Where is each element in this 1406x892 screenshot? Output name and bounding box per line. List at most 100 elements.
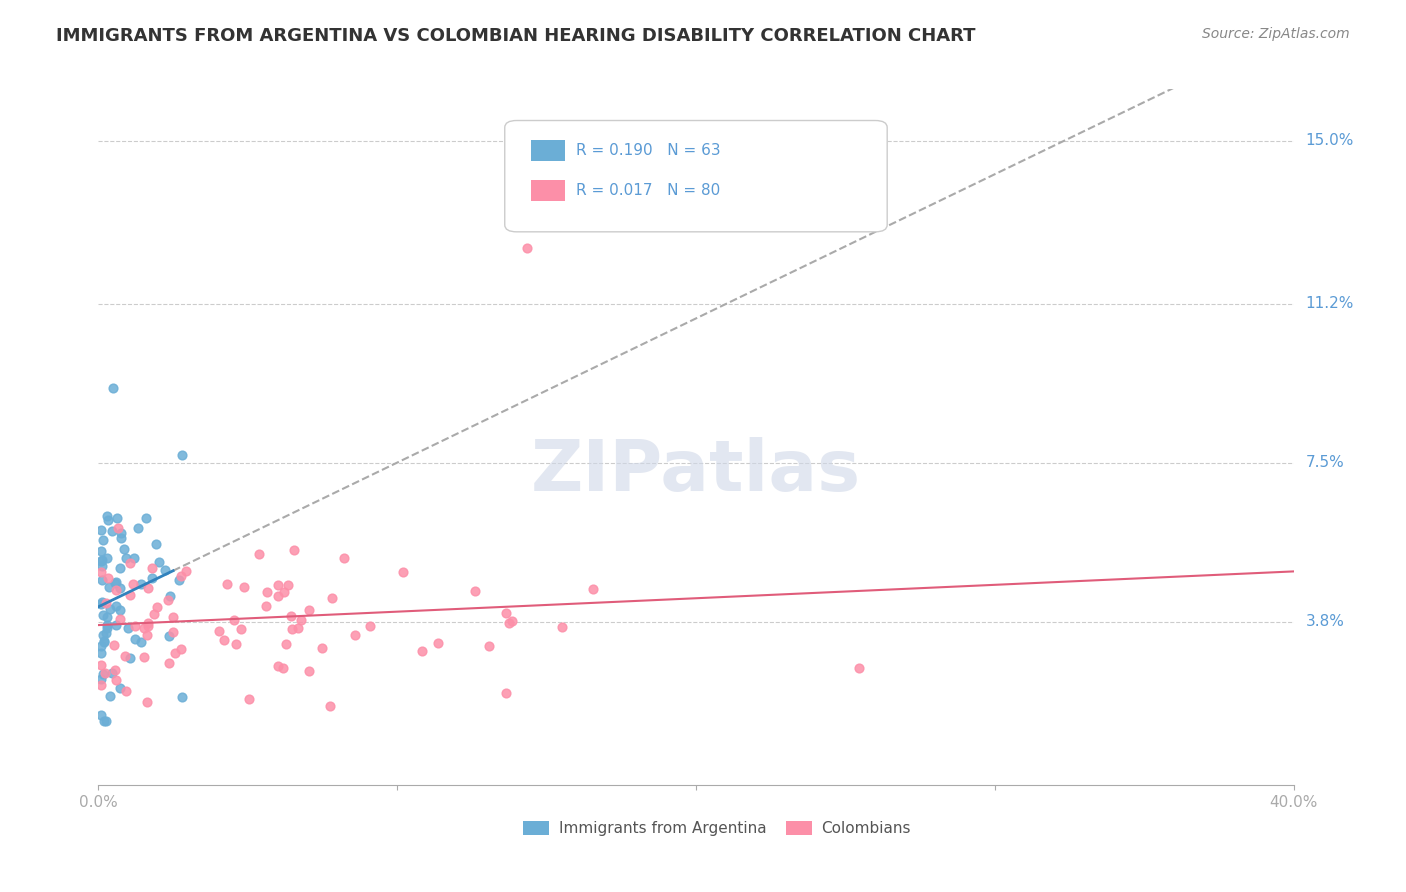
Bar [523,822,548,835]
Point [169,642,191,657]
Point [90,594,112,608]
Point [136,695,159,709]
Point [90,639,112,653]
Point [464,584,486,599]
Point [169,568,191,582]
Point [267,589,290,603]
Point [344,628,367,642]
Point [165,646,187,660]
Point [96,610,118,624]
Point [271,661,294,675]
Bar [531,179,565,201]
Point [96,551,118,566]
Point [287,621,309,635]
Point [91,628,114,642]
Point [118,588,141,602]
Text: 3.8%: 3.8% [1306,615,1344,629]
Point [222,613,245,627]
Point [121,577,143,591]
Text: 15.0%: 15.0% [1306,133,1354,148]
Point [91,553,114,567]
Point [132,650,155,665]
Point [162,610,184,624]
Text: Source: ZipAtlas.com: Source: ZipAtlas.com [1202,27,1350,41]
Point [311,641,333,656]
Point [107,521,129,535]
Point [167,573,190,587]
Point [118,556,141,570]
Point [112,541,135,556]
Point [96,621,118,635]
Point [276,637,298,651]
Point [136,615,159,630]
Point [90,565,112,579]
Point [110,603,132,617]
Point [256,585,278,599]
Point [94,626,117,640]
Point [148,555,170,569]
Point [104,673,127,687]
Bar [786,822,811,835]
Point [281,622,304,636]
Point [162,624,184,639]
Point [516,241,538,255]
Point [212,633,235,648]
Point [96,508,118,523]
Text: R = 0.017   N = 80: R = 0.017 N = 80 [576,183,721,198]
Point [96,618,118,632]
Point [134,621,156,635]
Point [172,448,194,462]
Point [94,714,117,728]
Point [101,381,124,395]
Point [321,591,343,605]
Point [582,582,605,597]
Point [146,599,169,614]
Text: 11.2%: 11.2% [1306,296,1354,311]
Point [141,572,163,586]
Point [90,678,112,692]
Text: R = 0.190   N = 63: R = 0.190 N = 63 [576,143,721,158]
Point [267,577,290,591]
Point [101,524,124,539]
Point [280,608,302,623]
Point [91,533,114,548]
Point [848,661,870,675]
Point [159,629,181,643]
Point [254,599,277,613]
Point [94,596,117,610]
Point [238,692,260,706]
Point [90,554,112,568]
Point [267,659,290,673]
Text: 7.5%: 7.5% [1306,455,1344,470]
Point [170,690,193,704]
Text: ZIPatlas: ZIPatlas [531,437,860,507]
Point [90,523,112,537]
Point [298,664,321,678]
Point [105,575,128,590]
Point [141,561,163,575]
Point [97,514,120,528]
Text: Colombians: Colombians [821,821,911,836]
Point [426,635,449,649]
Point [498,615,520,630]
Point [98,602,121,616]
Point [93,714,115,728]
Point [91,608,114,623]
Point [157,656,180,670]
Point [117,621,139,635]
Point [208,624,231,639]
Point [478,640,501,654]
Point [91,573,114,587]
Point [145,537,167,551]
Point [108,681,131,696]
Point [91,559,114,574]
Point [229,622,252,636]
Point [103,638,125,652]
Point [247,547,270,561]
Point [90,658,112,673]
Point [90,672,112,686]
Point [104,663,127,677]
Point [159,589,181,603]
Point [174,564,197,578]
Point [273,585,295,599]
